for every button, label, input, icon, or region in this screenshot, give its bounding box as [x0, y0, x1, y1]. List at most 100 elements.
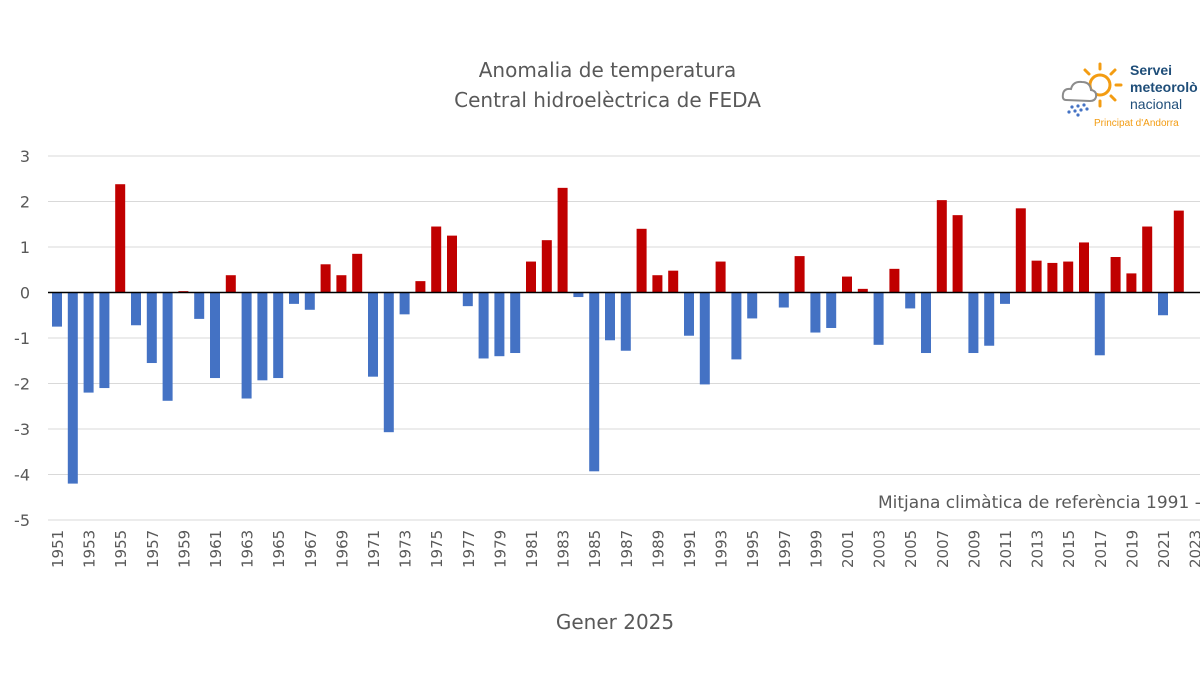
bar-1964 [257, 292, 268, 381]
bar-1966 [289, 292, 299, 304]
y-tick-label: -5 [14, 511, 30, 530]
x-tick-label: 1973 [397, 530, 415, 568]
bar-2005 [905, 292, 916, 309]
x-tick-label: 1967 [302, 530, 320, 568]
x-tick-label: 1989 [649, 530, 667, 568]
y-tick-label: 3 [20, 147, 30, 166]
bar-1993 [715, 261, 726, 293]
bar-1956 [131, 292, 141, 326]
x-tick-label: 1979 [491, 530, 509, 568]
bar-1953 [83, 292, 94, 393]
x-tick-label: 1987 [618, 530, 636, 568]
gridlines [48, 155, 1200, 521]
bar-2007 [936, 200, 947, 293]
bar-2000 [826, 292, 837, 328]
bar-1983 [557, 187, 568, 293]
bar-1981 [526, 261, 536, 293]
bar-1988 [636, 228, 647, 293]
bar-1987 [620, 292, 631, 351]
bar-1976 [447, 235, 457, 293]
y-tick-label: -3 [14, 420, 30, 439]
bar-1969 [336, 275, 347, 293]
bar-1977 [462, 292, 473, 307]
sun-cloud-rain-icon [1061, 62, 1123, 117]
logo-subtitle: Principat d'Andorra [1094, 118, 1179, 129]
smn-logo: Servei meteorolò nacional Principat d'An… [1060, 60, 1200, 135]
bar-2002 [857, 288, 868, 293]
bar-2009 [968, 292, 979, 354]
logo-line-2: meteorolò [1130, 79, 1198, 95]
x-tick-label: 1965 [270, 530, 288, 568]
y-tick-labels: 3 2 1 0 -1 -2 -3 -4 -5 [14, 147, 30, 530]
bar-2008 [952, 215, 963, 293]
bar-1997 [778, 292, 789, 308]
bar-1954 [99, 292, 110, 389]
bar-1974 [415, 281, 426, 293]
x-tick-label: 1961 [207, 530, 225, 568]
bar-1951 [52, 292, 62, 327]
x-tick-label: 2023 [1187, 530, 1200, 568]
bar-1978 [478, 292, 489, 359]
y-tick-label: 2 [20, 193, 30, 212]
bar-1999 [810, 292, 821, 333]
bar-1989 [652, 275, 663, 293]
bar-2012 [1015, 208, 1026, 293]
bar-1963 [241, 292, 252, 399]
x-tick-label: 1951 [49, 530, 67, 568]
x-tick-label: 1959 [175, 530, 193, 568]
bar-1991 [684, 292, 694, 336]
logo-wordmark: Servei meteorolò nacional [1130, 62, 1198, 113]
bar-2014 [1047, 262, 1058, 293]
x-tick-label: 1957 [144, 530, 162, 568]
bar-2018 [1110, 257, 1121, 293]
bar-1980 [510, 292, 521, 354]
bar-1968 [320, 264, 331, 293]
x-tick-label: 1971 [365, 530, 383, 568]
bar-1984 [573, 292, 584, 298]
bar-2015 [1063, 261, 1074, 293]
x-tick-label: 2005 [902, 530, 920, 568]
bar-2021 [1158, 292, 1168, 316]
bar-1992 [699, 292, 710, 385]
bar-1957 [146, 292, 157, 364]
x-tick-label: 2013 [1029, 530, 1047, 568]
bar-1961 [210, 292, 220, 379]
y-tick-label: -2 [14, 375, 30, 394]
bar-1955 [115, 184, 126, 293]
x-tick-label: 1991 [681, 530, 699, 568]
bar-1973 [399, 292, 410, 315]
x-tick-label: 1963 [239, 530, 257, 568]
x-tick-labels: 1951 1953 1955 1957 1959 1961 1963 1965 1967 1969… [49, 530, 1200, 568]
x-tick-label: 1999 [807, 530, 825, 568]
y-tick-label: -4 [14, 466, 30, 485]
y-tick-label: -1 [14, 329, 30, 348]
bar-2004 [889, 268, 900, 293]
bars [52, 184, 1184, 484]
x-tick-label: 2019 [1123, 530, 1141, 568]
logo-line-1: Servei [1130, 62, 1173, 78]
bar-1975 [431, 226, 442, 293]
bar-2011 [1000, 292, 1010, 304]
bar-2006 [921, 292, 931, 354]
y-tick-label: 1 [20, 238, 30, 257]
bar-1990 [668, 270, 679, 293]
bar-1952 [67, 292, 78, 484]
bar-2010 [984, 292, 995, 346]
x-tick-label: 1977 [460, 530, 478, 568]
x-tick-label: 1955 [112, 530, 130, 568]
x-tick-label: 1985 [586, 530, 604, 568]
bar-2022 [1173, 210, 1184, 293]
bar-2013 [1031, 260, 1042, 293]
bar-1971 [368, 292, 378, 377]
bar-1970 [352, 253, 363, 293]
bar-2020 [1142, 226, 1153, 293]
bar-1960 [194, 292, 205, 319]
x-tick-label: 2001 [839, 530, 857, 568]
x-tick-label: 1981 [523, 530, 541, 568]
x-tick-label: 2015 [1060, 530, 1078, 568]
bar-1967 [304, 292, 315, 310]
x-tick-label: 2007 [934, 530, 952, 568]
x-tick-label: 2003 [871, 530, 889, 568]
x-tick-label: 2021 [1155, 530, 1173, 568]
